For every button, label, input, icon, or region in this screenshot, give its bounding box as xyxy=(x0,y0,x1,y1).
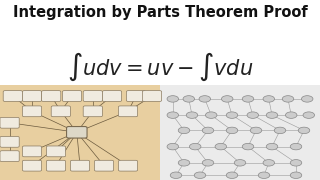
Text: Integration by Parts Theorem Proof: Integration by Parts Theorem Proof xyxy=(12,5,308,20)
FancyBboxPatch shape xyxy=(22,91,42,102)
FancyBboxPatch shape xyxy=(67,127,87,138)
Circle shape xyxy=(221,96,233,102)
FancyBboxPatch shape xyxy=(70,160,90,171)
Circle shape xyxy=(234,160,246,166)
FancyBboxPatch shape xyxy=(3,91,22,102)
Circle shape xyxy=(189,143,201,150)
Circle shape xyxy=(274,127,286,134)
FancyBboxPatch shape xyxy=(46,146,66,157)
FancyBboxPatch shape xyxy=(126,91,146,102)
Text: $\int udv = uv - \int vdu$: $\int udv = uv - \int vdu$ xyxy=(67,50,253,83)
FancyBboxPatch shape xyxy=(0,136,19,147)
FancyBboxPatch shape xyxy=(142,91,162,102)
Circle shape xyxy=(285,112,297,118)
Circle shape xyxy=(215,143,227,150)
FancyBboxPatch shape xyxy=(94,160,114,171)
Bar xyxy=(160,85,320,180)
Circle shape xyxy=(250,127,262,134)
Circle shape xyxy=(226,127,238,134)
FancyBboxPatch shape xyxy=(83,106,102,117)
Circle shape xyxy=(290,160,302,166)
FancyBboxPatch shape xyxy=(0,151,19,162)
Circle shape xyxy=(242,96,254,102)
Circle shape xyxy=(242,143,254,150)
Circle shape xyxy=(186,112,198,118)
Circle shape xyxy=(301,96,313,102)
Circle shape xyxy=(282,96,294,102)
Circle shape xyxy=(202,160,214,166)
Circle shape xyxy=(263,96,275,102)
Circle shape xyxy=(266,143,278,150)
Circle shape xyxy=(167,143,179,150)
Circle shape xyxy=(226,112,238,118)
Circle shape xyxy=(263,160,275,166)
Circle shape xyxy=(247,112,259,118)
FancyBboxPatch shape xyxy=(51,106,70,117)
FancyBboxPatch shape xyxy=(118,160,138,171)
Circle shape xyxy=(199,96,211,102)
Circle shape xyxy=(178,160,190,166)
Circle shape xyxy=(178,127,190,134)
FancyBboxPatch shape xyxy=(62,91,82,102)
Circle shape xyxy=(290,172,302,179)
Circle shape xyxy=(170,172,182,179)
Circle shape xyxy=(290,143,302,150)
Circle shape xyxy=(258,172,270,179)
FancyBboxPatch shape xyxy=(22,146,42,157)
Circle shape xyxy=(226,172,238,179)
Circle shape xyxy=(303,112,315,118)
Circle shape xyxy=(167,112,179,118)
FancyBboxPatch shape xyxy=(22,106,42,117)
Circle shape xyxy=(298,127,310,134)
Bar xyxy=(0,0,320,85)
Circle shape xyxy=(205,112,217,118)
Circle shape xyxy=(202,127,214,134)
Circle shape xyxy=(194,172,206,179)
FancyBboxPatch shape xyxy=(102,91,122,102)
FancyBboxPatch shape xyxy=(118,106,138,117)
Bar xyxy=(0,85,160,180)
Circle shape xyxy=(167,96,179,102)
FancyBboxPatch shape xyxy=(67,127,86,138)
FancyBboxPatch shape xyxy=(22,160,42,171)
FancyBboxPatch shape xyxy=(0,117,19,128)
Circle shape xyxy=(183,96,195,102)
FancyBboxPatch shape xyxy=(83,91,102,102)
FancyBboxPatch shape xyxy=(46,160,66,171)
Circle shape xyxy=(266,112,278,118)
FancyBboxPatch shape xyxy=(42,91,61,102)
